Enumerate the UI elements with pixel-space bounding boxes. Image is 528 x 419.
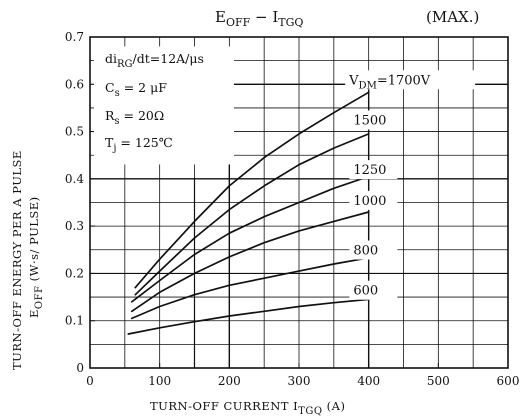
y-tick-label: 0.7 (65, 30, 84, 44)
x-tick-label: 300 (288, 374, 311, 388)
series-label-bg (349, 110, 398, 130)
label-layer (94, 46, 476, 300)
series-label-bg (349, 280, 398, 300)
chart-title: EOFF − ITGQ (215, 8, 303, 29)
y-tick-label: 0.3 (65, 219, 84, 233)
series-line-1000 (130, 211, 370, 313)
series-line-600 (127, 298, 370, 335)
series-label: VDM=1700V (348, 73, 431, 91)
series-label-bg (349, 190, 398, 210)
y-tick-label: 0.4 (65, 172, 84, 186)
conditions-box (94, 46, 234, 165)
x-tick-label: 400 (357, 374, 380, 388)
y-axis-title-line2: EOFF (W·s/ PULSE) (27, 196, 45, 318)
x-tick-label: 100 (148, 374, 171, 388)
series-layer (127, 91, 370, 335)
condition-di-dt: diRG/dt=12A/μs (105, 51, 204, 70)
series-label: 800 (353, 244, 378, 259)
x-tick-label: 0 (86, 374, 94, 388)
y-tick-label: 0.6 (65, 77, 84, 91)
condition-tj: Tj = 125℃ (105, 135, 173, 154)
y-tick-label: 0.2 (65, 266, 84, 280)
x-tick-label: 200 (218, 374, 241, 388)
y-tick-label: 0 (76, 361, 84, 375)
series-label-bg (349, 240, 398, 260)
series-line-1500 (134, 133, 370, 296)
series-label: 1250 (353, 163, 386, 178)
condition-rs: Rs = 20Ω (105, 108, 164, 127)
series-label: 600 (353, 284, 378, 299)
x-tick-label: 600 (497, 374, 520, 388)
series-line-800 (130, 256, 370, 320)
condition-cs: Cs = 2 μF (105, 80, 167, 99)
series-label: 1500 (353, 113, 386, 128)
x-axis-title: TURN-OFF CURRENT ITGQ (A) (150, 399, 345, 417)
series-label: 1000 (353, 194, 386, 209)
text-layer: EOFF − ITGQ (MAX.) TURN-OFF CURRENT ITGQ… (10, 8, 519, 417)
x-tick-label: 500 (427, 374, 450, 388)
series-line-1250 (130, 175, 370, 303)
series-line-vdm-1700 (134, 91, 370, 289)
chart-title-suffix: (MAX.) (426, 8, 479, 26)
y-tick-label: 0.5 (65, 125, 84, 139)
series-label-bg (349, 160, 398, 180)
y-axis-title-line1: TURN-OFF ENERGY PER A PULSE (10, 150, 24, 370)
series-label-bg (345, 70, 476, 90)
y-tick-label: 0.1 (65, 314, 84, 328)
